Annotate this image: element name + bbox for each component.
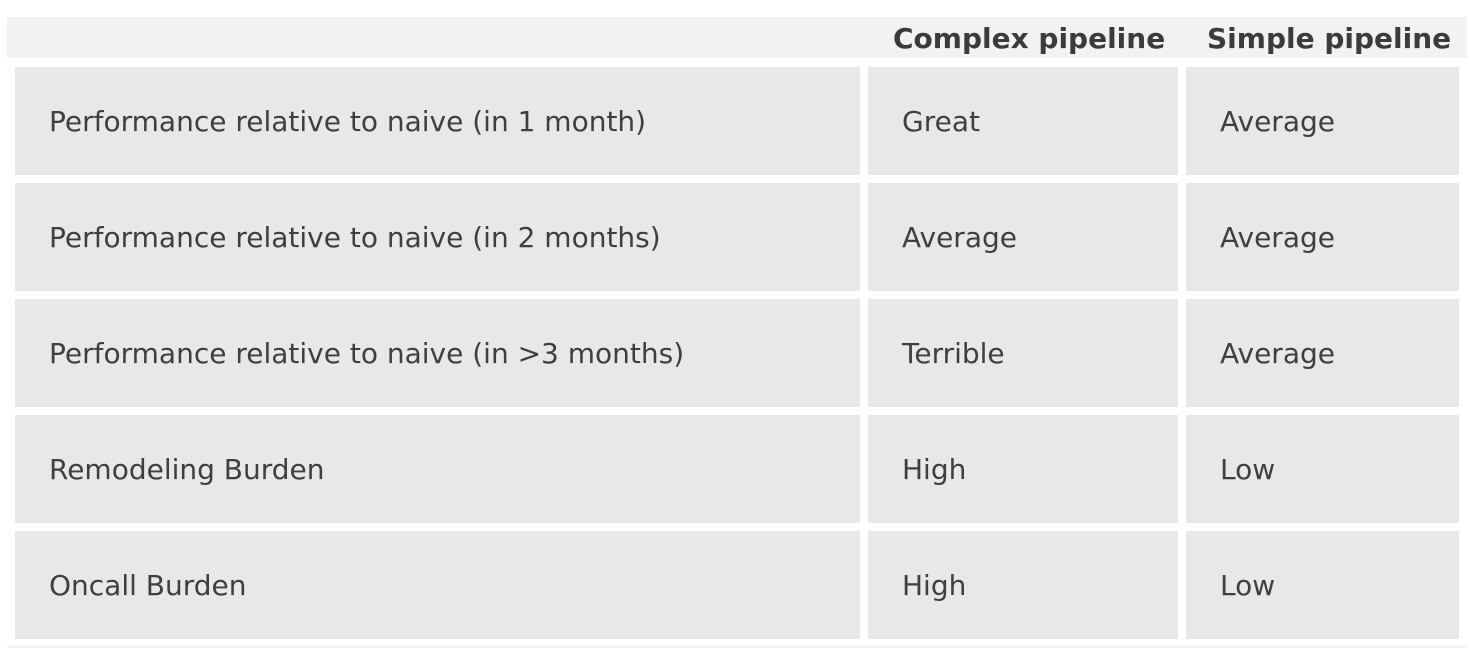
table-row: Performance relative to naive (in 1 mont… — [15, 67, 1459, 175]
column-header-complex-pipeline: Complex pipeline — [893, 22, 1166, 55]
simple-pipeline-cell: Low — [1186, 531, 1459, 639]
table-row: Remodeling Burden High Low — [15, 415, 1459, 523]
table-row: Performance relative to naive (in 2 mont… — [15, 183, 1459, 291]
complex-pipeline-cell: Terrible — [868, 299, 1178, 407]
row-label-cell: Remodeling Burden — [15, 415, 860, 523]
row-label-cell: Performance relative to naive (in 2 mont… — [15, 183, 860, 291]
row-label-cell: Oncall Burden — [15, 531, 860, 639]
row-label-cell: Performance relative to naive (in 1 mont… — [15, 67, 860, 175]
simple-pipeline-cell: Average — [1186, 299, 1459, 407]
simple-pipeline-cell: Average — [1186, 67, 1459, 175]
row-label-cell: Performance relative to naive (in >3 mon… — [15, 299, 860, 407]
complex-pipeline-cell: Great — [868, 67, 1178, 175]
simple-pipeline-cell: Average — [1186, 183, 1459, 291]
column-header-simple-pipeline: Simple pipeline — [1207, 22, 1452, 55]
complex-pipeline-cell: Average — [868, 183, 1178, 291]
table-row: Oncall Burden High Low — [15, 531, 1459, 639]
complex-pipeline-cell: High — [868, 531, 1178, 639]
table-row: Performance relative to naive (in >3 mon… — [15, 299, 1459, 407]
table-header-band — [7, 17, 1467, 58]
complex-pipeline-cell: High — [868, 415, 1178, 523]
table-bottom-divider — [7, 645, 1467, 648]
simple-pipeline-cell: Low — [1186, 415, 1459, 523]
